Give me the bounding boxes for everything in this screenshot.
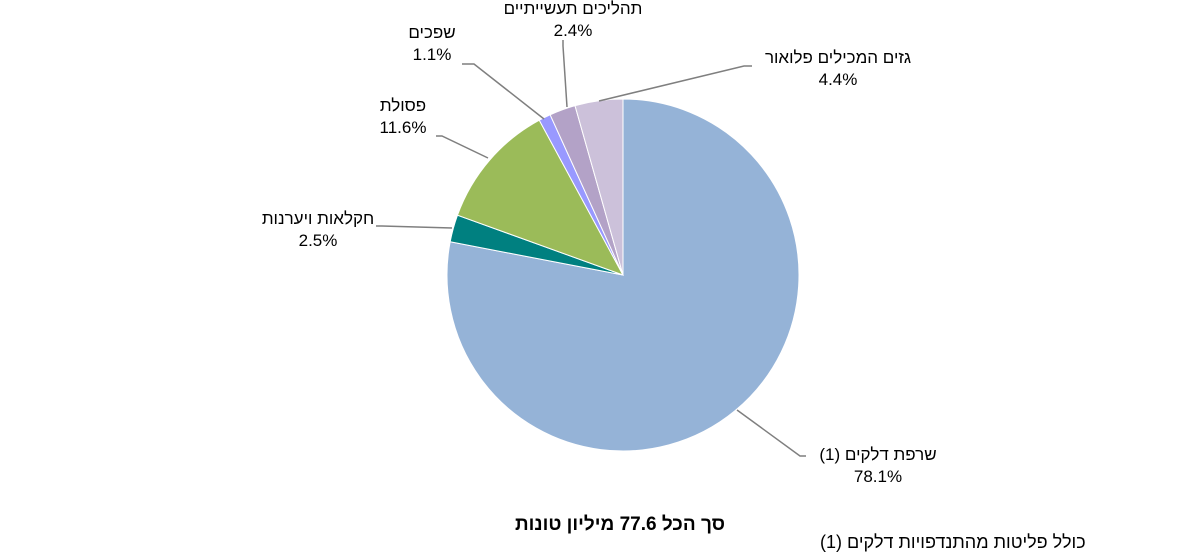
slice-value-label: 4.4% bbox=[819, 70, 858, 89]
slice-value-label: 11.6% bbox=[380, 118, 427, 137]
footnote: כולל פליטות מהתנדפויות דלקים (1) bbox=[820, 532, 1086, 552]
leader-line bbox=[736, 409, 806, 457]
slice-category-label: חקלאות ויערנות bbox=[262, 209, 374, 228]
slice-value-label: 1.1% bbox=[413, 45, 452, 64]
leader-line bbox=[598, 65, 752, 102]
slice-category-label: תהליכים תעשייתיים bbox=[504, 0, 643, 18]
slice-value-label: 2.4% bbox=[554, 21, 593, 40]
leader-line bbox=[436, 135, 489, 159]
slice-category-label: שפכים bbox=[408, 23, 455, 42]
leader-line bbox=[462, 63, 545, 120]
slice-category-label: גזים המכילים פלואור bbox=[765, 48, 911, 67]
leader-line bbox=[562, 40, 568, 108]
slice-value-label: 2.5% bbox=[299, 231, 338, 250]
slice-category-label: פסולת bbox=[380, 96, 426, 115]
pie-slice bbox=[456, 119, 625, 276]
pie-slice bbox=[446, 98, 800, 452]
total-label: סך הכל 77.6 מיליון טונות bbox=[515, 514, 725, 535]
leader-line bbox=[376, 225, 453, 229]
slice-category-label: שרפת דלקים (1) bbox=[819, 445, 936, 464]
pie-slice bbox=[574, 98, 624, 276]
slice-value-label: 78.1% bbox=[854, 467, 902, 486]
